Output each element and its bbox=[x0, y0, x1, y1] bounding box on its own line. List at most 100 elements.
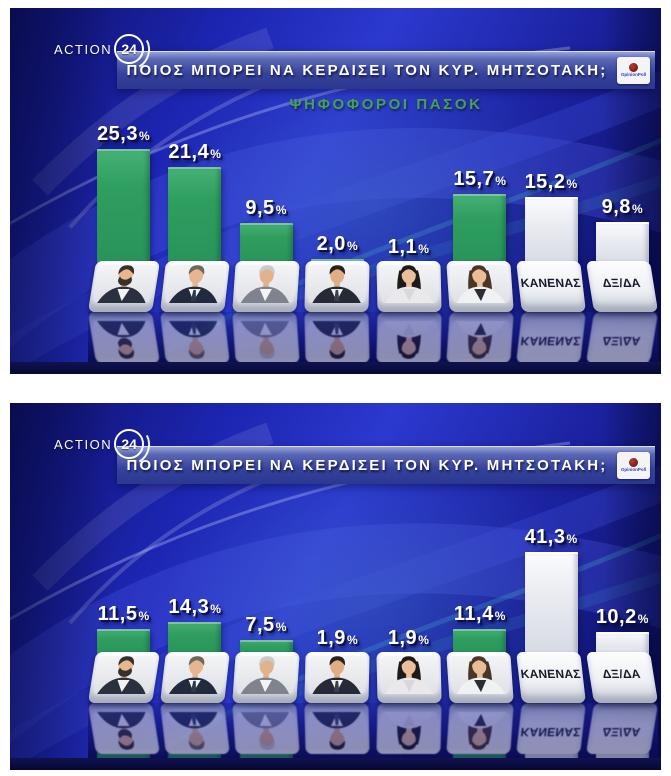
floor-edge bbox=[10, 362, 661, 374]
channel-number-badge: 24 bbox=[114, 34, 145, 64]
opinionpoll-badge: OpinionPoll bbox=[617, 57, 650, 84]
channel-number-badge: 24 bbox=[114, 429, 145, 459]
bar-value-number: 1,1 bbox=[387, 236, 418, 258]
poll-question-title: ΠΟΙΟΣ ΜΠΟΡΕΙ ΝΑ ΚΕΡΔΙΣΕΙ ΤΟΝ ΚΥΡ. ΜΗΤΣΟΤ… bbox=[126, 62, 608, 79]
candidate-photo-tile bbox=[304, 652, 370, 703]
percent-sign: % bbox=[346, 633, 359, 647]
chart-column: 1,1% bbox=[373, 236, 444, 312]
action24-logo: ACTION 24 bbox=[54, 34, 145, 64]
background-swoosh bbox=[10, 422, 661, 770]
percent-sign: % bbox=[139, 129, 151, 144]
poll-graphic-all-voters: ACTION 24 ΠΟΙΟΣ ΜΠΟΡΕΙ ΝΑ ΚΕΡΔΙΣΕΙ ΤΟΝ Κ… bbox=[10, 403, 661, 770]
bar-value-number: 14,3 bbox=[168, 595, 210, 618]
percent-sign: % bbox=[138, 609, 150, 624]
bar-chart-all: 11,5% 14,3% 7,5% 1,9% 1,9% bbox=[87, 491, 659, 703]
bar-value-number: 7,5 bbox=[245, 613, 275, 636]
opinionpoll-dot-icon bbox=[629, 458, 638, 468]
bar-value-number: 11,4 bbox=[453, 603, 494, 626]
white-bar bbox=[524, 551, 578, 659]
channel-number: 24 bbox=[121, 436, 137, 452]
chart-column: 21,4% bbox=[159, 141, 230, 312]
chart-column: 41,3% ΚΑΝΕΝΑΣ bbox=[516, 526, 587, 703]
answer-tile: ΚΑΝΕΝΑΣ bbox=[516, 652, 587, 703]
bar-value-number: 21,4 bbox=[168, 141, 210, 164]
percent-sign: % bbox=[275, 203, 287, 218]
bar-value-number: 11,5 bbox=[97, 603, 138, 626]
opinionpoll-dot-icon bbox=[629, 63, 638, 73]
bar-value-label: 9,5% bbox=[245, 197, 286, 220]
bar-value-label: 1,1% bbox=[388, 236, 429, 259]
chart-column: 7,5% bbox=[231, 614, 302, 703]
bar-value-number: 25,3 bbox=[97, 123, 138, 146]
bar-value-number: 1,9 bbox=[316, 627, 346, 649]
candidate-photo-tile bbox=[232, 652, 300, 703]
answer-tile: ΔΞ/ΔΑ bbox=[586, 261, 659, 312]
candidate-photo-tile bbox=[159, 652, 230, 703]
answer-label: ΚΑΝΕΝΑΣ bbox=[519, 276, 582, 290]
answer-label: ΔΞ/ΔΑ bbox=[601, 276, 642, 290]
green-bar bbox=[239, 223, 293, 268]
candidate-photo-tile bbox=[304, 261, 370, 312]
bar-value-number: 15,2 bbox=[524, 170, 566, 193]
candidate-photo-1 bbox=[92, 265, 156, 303]
bar-value-label: 15,2% bbox=[525, 171, 578, 194]
answer-tile: ΚΑΝΕΝΑΣ bbox=[516, 261, 587, 312]
percent-sign: % bbox=[418, 242, 430, 256]
chart-column: 1,9% bbox=[373, 627, 444, 703]
bar-value-number: 9,8 bbox=[601, 195, 631, 218]
candidate-photo-tile bbox=[446, 652, 514, 703]
answer-tile: ΔΞ/ΔΑ bbox=[586, 652, 659, 703]
bar-value-number: 2,0 bbox=[316, 232, 346, 255]
candidate-photo-3 bbox=[237, 656, 296, 694]
candidate-photo-6 bbox=[450, 656, 509, 694]
bar-value-label: 1,9% bbox=[388, 627, 429, 650]
bar-value-label: 11,4% bbox=[454, 603, 506, 626]
percent-sign: % bbox=[346, 238, 359, 253]
bar-value-number: 10,2 bbox=[595, 606, 637, 629]
answer-label: ΚΑΝΕΝΑΣ bbox=[519, 667, 582, 681]
percent-sign: % bbox=[275, 619, 287, 634]
chart-column: 25,3% bbox=[87, 123, 160, 312]
action24-logo: ACTION 24 bbox=[54, 429, 145, 459]
chart-column: 14,3% bbox=[159, 596, 230, 703]
channel-name: ACTION bbox=[54, 436, 113, 452]
poll-graphic-pasok-voters: ACTION 24 ΠΟΙΟΣ ΜΠΟΡΕΙ ΝΑ ΚΕΡΔΙΣΕΙ ΤΟΝ Κ… bbox=[10, 8, 661, 374]
chart-column: 10,2% ΔΞ/ΔΑ bbox=[586, 606, 659, 703]
opinionpoll-label: OpinionPoll bbox=[620, 72, 647, 78]
bar-value-label: 41,3% bbox=[525, 526, 578, 549]
candidate-photo-2 bbox=[164, 265, 226, 303]
channel-name: ACTION bbox=[54, 41, 113, 57]
candidate-photo-tile bbox=[87, 261, 160, 312]
bar-value-label: 14,3% bbox=[168, 596, 221, 619]
bar-value-label: 15,7% bbox=[453, 168, 506, 191]
percent-sign: % bbox=[637, 612, 649, 627]
white-bar bbox=[524, 196, 578, 268]
title-band: ΠΟΙΟΣ ΜΠΟΡΕΙ ΝΑ ΚΕΡΔΙΣΕΙ ΤΟΝ ΚΥΡ. ΜΗΤΣΟΤ… bbox=[117, 51, 655, 89]
chart-column: 2,0% bbox=[302, 233, 373, 312]
candidate-photo-1 bbox=[92, 656, 156, 694]
chart-column: 11,4% bbox=[444, 603, 515, 703]
bar-value-label: 21,4% bbox=[168, 141, 221, 164]
title-band: ΠΟΙΟΣ ΜΠΟΡΕΙ ΝΑ ΚΕΡΔΙΣΕΙ ΤΟΝ ΚΥΡ. ΜΗΤΣΟΤ… bbox=[117, 446, 655, 484]
candidate-photo-tile bbox=[446, 261, 514, 312]
bar-value-number: 15,7 bbox=[453, 168, 495, 191]
bar-value-label: 7,5% bbox=[245, 614, 286, 637]
percent-sign: % bbox=[631, 201, 644, 216]
channel-number: 24 bbox=[121, 41, 137, 57]
percent-sign: % bbox=[566, 531, 578, 546]
chart-subtitle: ΨΗΦΟΦΟΡΟΙ ΠΑΣΟΚ bbox=[289, 96, 483, 113]
percent-sign: % bbox=[495, 174, 507, 189]
chart-column: 15,2% ΚΑΝΕΝΑΣ bbox=[516, 171, 587, 312]
opinionpoll-label: OpinionPoll bbox=[620, 467, 647, 473]
bar-value-number: 1,9 bbox=[387, 627, 418, 649]
bar-value-number: 9,5 bbox=[245, 197, 275, 220]
percent-sign: % bbox=[418, 633, 430, 647]
chart-column: 9,8% ΔΞ/ΔΑ bbox=[586, 195, 659, 312]
poll-question-title: ΠΟΙΟΣ ΜΠΟΡΕΙ ΝΑ ΚΕΡΔΙΣΕΙ ΤΟΝ ΚΥΡ. ΜΗΤΣΟΤ… bbox=[126, 457, 608, 474]
chart-column: 1,9% bbox=[302, 627, 373, 703]
green-bar bbox=[97, 149, 151, 268]
candidate-photo-tile bbox=[232, 261, 300, 312]
green-bar bbox=[168, 167, 222, 268]
percent-sign: % bbox=[494, 609, 506, 624]
